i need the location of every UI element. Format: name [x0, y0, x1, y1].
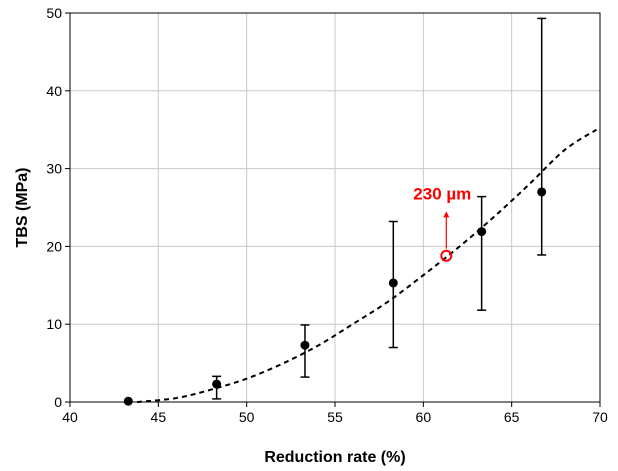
annotation: 230 µm — [413, 184, 471, 262]
x-axis-title: Reduction rate (%) — [264, 449, 405, 466]
annotation-arrow-head — [443, 211, 450, 218]
x-tick-label: 45 — [151, 409, 167, 425]
x-tick-label: 60 — [416, 409, 432, 425]
grid-lines — [69, 12, 601, 403]
x-tick-label: 70 — [592, 409, 608, 425]
data-point — [477, 227, 487, 237]
data-point — [212, 379, 222, 389]
y-tick-label: 0 — [54, 394, 62, 410]
data-points — [123, 187, 547, 406]
annotation-marker — [440, 249, 453, 262]
annotation-label: 230 µm — [413, 184, 471, 203]
error-bars — [212, 17, 547, 400]
y-tick-label: 20 — [46, 238, 62, 254]
y-axis-title: TBS (MPa) — [14, 168, 31, 248]
axis-ticks — [65, 12, 601, 407]
x-tick-label: 65 — [504, 409, 520, 425]
y-tick-label: 30 — [46, 161, 62, 177]
x-tick-labels: 40 45 50 55 60 65 70 — [62, 409, 608, 425]
x-tick-label: 55 — [327, 409, 343, 425]
y-tick-labels: 0 10 20 30 40 50 — [46, 5, 62, 410]
data-point — [388, 278, 398, 288]
fit-curve — [137, 128, 598, 403]
x-tick-label: 50 — [239, 409, 255, 425]
data-point — [300, 340, 310, 350]
y-tick-label: 40 — [46, 83, 62, 99]
data-point — [537, 187, 547, 197]
x-tick-label: 40 — [62, 409, 78, 425]
y-tick-label: 10 — [46, 316, 62, 332]
data-point — [123, 396, 133, 406]
y-tick-label: 50 — [46, 5, 62, 21]
